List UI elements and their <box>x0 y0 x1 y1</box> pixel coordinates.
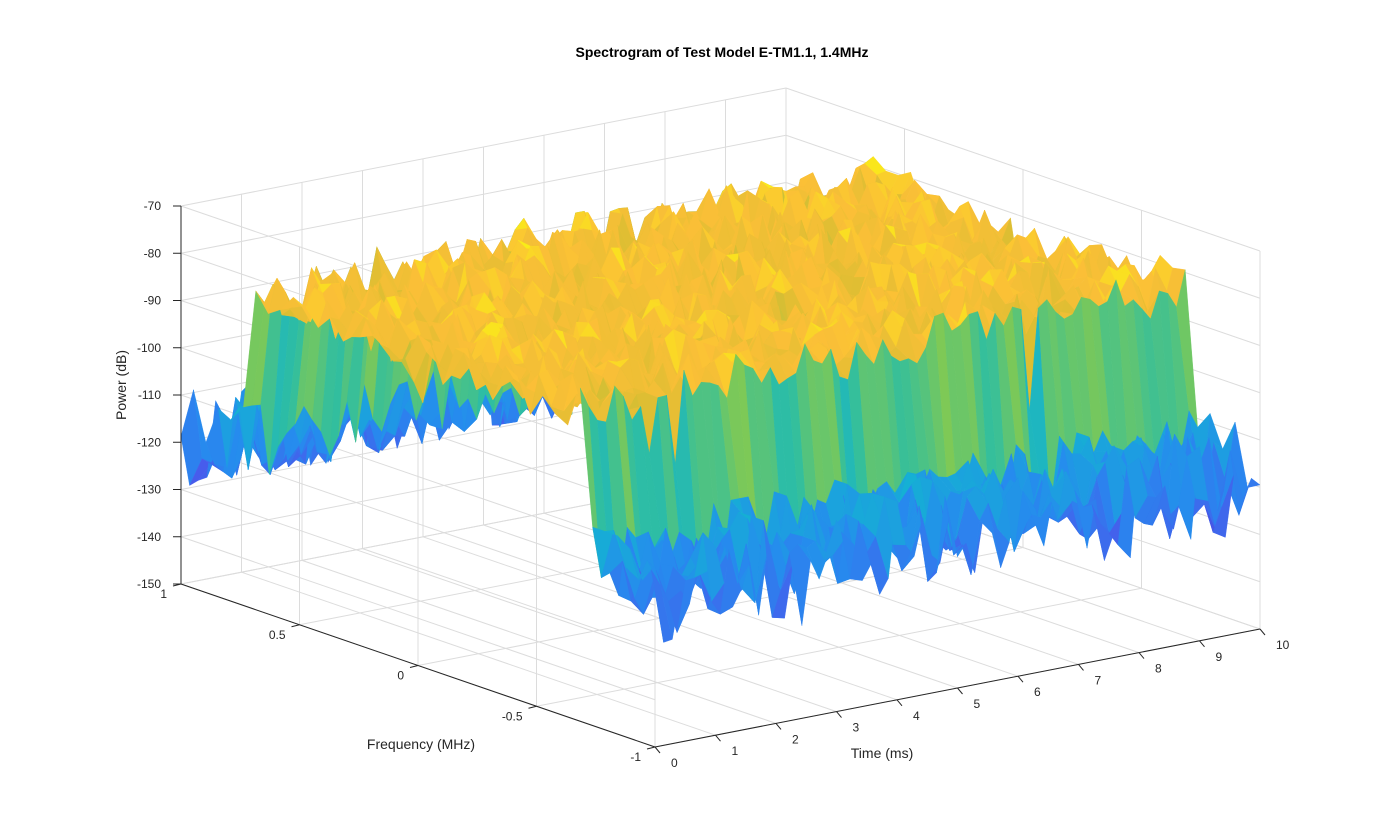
chart-title: Spectrogram of Test Model E-TM1.1, 1.4MH… <box>575 44 868 60</box>
x-tick-mark <box>775 723 782 730</box>
side-wall-grid-line <box>180 489 656 653</box>
y-tick-mark <box>528 705 537 709</box>
y-tick-label: 0.5 <box>269 628 286 642</box>
z-tick-label: -100 <box>137 341 161 355</box>
y-tick-label: 1 <box>160 587 167 601</box>
z-tick-label: -110 <box>138 388 161 402</box>
z-tick-label: -120 <box>137 435 161 449</box>
x-tick-label: 9 <box>1216 650 1223 664</box>
z-tick-label: -90 <box>144 294 162 308</box>
back-wall-grid-line <box>180 134 787 254</box>
x-tick-mark <box>1199 640 1205 648</box>
y-tick-mark <box>172 583 182 587</box>
x-tick-mark <box>1078 664 1084 671</box>
y-tick-mark <box>409 665 419 668</box>
z-tick-label: -70 <box>144 199 162 213</box>
y-tick-label: -0.5 <box>502 709 523 723</box>
y-tick-label: -1 <box>630 750 641 764</box>
spectrogram-surface <box>180 155 1261 643</box>
x-tick-label: 0 <box>671 756 678 770</box>
axes-frame: -150 -140 -130 -120 -110 -100 -90 -80 -70 -1 -0.5 0… <box>137 199 1290 770</box>
x-tick-label: 2 <box>792 732 799 746</box>
x-tick-label: 1 <box>732 744 739 758</box>
x-tick-mark <box>1138 652 1145 659</box>
x-tick-label: 4 <box>913 709 920 723</box>
y-tick-mark <box>646 746 656 750</box>
y-axis-label: Frequency (MHz) <box>367 736 475 752</box>
x-tick-label: 3 <box>853 721 860 735</box>
x-tick-mark <box>1017 675 1024 683</box>
z-tick-label: -150 <box>137 577 161 591</box>
side-wall-grid-line <box>180 536 656 701</box>
x-tick-mark <box>1259 628 1266 636</box>
z-tick-label: -80 <box>144 246 162 260</box>
floor-grid-line <box>536 587 1142 707</box>
x-tick-mark <box>957 687 963 695</box>
side-wall-grid-line <box>180 441 656 606</box>
surface-patch <box>1238 477 1261 516</box>
x-tick-label: 7 <box>1095 673 1102 687</box>
x-tick-mark <box>715 734 721 742</box>
x-tick-mark <box>896 699 903 707</box>
x-tick-label: 5 <box>974 697 981 711</box>
x-axis-label: Time (ms) <box>851 745 913 761</box>
x-tick-label: 6 <box>1034 685 1041 699</box>
y-tick-mark <box>291 624 300 628</box>
z-axis-label: Power (dB) <box>113 350 129 420</box>
axes-labels: Spectrogram of Test Model E-TM1.1, 1.4MH… <box>113 44 913 761</box>
z-tick-label: -140 <box>137 530 161 544</box>
y-tick-label: 0 <box>397 669 404 683</box>
x-tick-mark <box>654 746 661 754</box>
x-tick-mark <box>836 711 842 718</box>
z-tick-label: -130 <box>137 483 161 497</box>
x-tick-label: 8 <box>1155 662 1162 676</box>
back-wall-grid-line <box>180 182 787 301</box>
x-tick-label: 10 <box>1276 638 1290 652</box>
back-wall-grid-line <box>180 87 787 207</box>
